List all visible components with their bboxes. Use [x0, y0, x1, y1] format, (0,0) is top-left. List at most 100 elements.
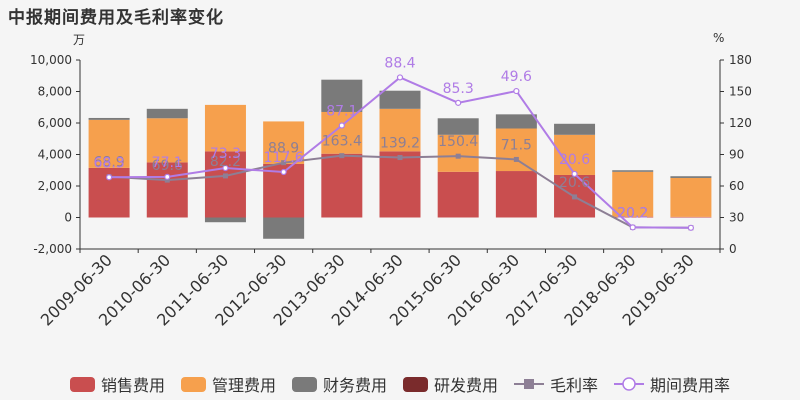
bar-finance	[612, 170, 654, 172]
marker-expense_ratio	[338, 122, 345, 129]
legend-swatch-finance	[291, 376, 317, 392]
left-axis-tick-label: 4,000	[38, 148, 72, 162]
point-label-expense_ratio: 77.1	[152, 155, 183, 171]
bar-sales	[612, 216, 654, 218]
legend-item-sales[interactable]: 销售费用	[69, 372, 165, 396]
left-axis-unit: 万	[73, 33, 86, 47]
point-label-gross_margin: 163.4	[322, 134, 362, 150]
bar-finance	[88, 117, 130, 120]
point-label-expense_ratio: 20.2	[617, 205, 648, 221]
bar-admin	[612, 171, 654, 217]
legend-item-admin[interactable]: 管理费用	[180, 372, 276, 396]
right-axis-tick-label: 90	[729, 148, 744, 162]
bar-admin	[263, 121, 305, 164]
bar-sales	[146, 162, 188, 218]
bar-admin	[146, 118, 188, 163]
marker-gross_margin	[281, 160, 287, 166]
marker-gross_margin	[339, 153, 345, 159]
bar-finance	[437, 118, 479, 135]
point-label-expense_ratio: 73.3	[210, 146, 241, 162]
legend-swatch-sales	[69, 376, 95, 392]
legend-swatch-rd	[403, 376, 428, 392]
left-axis-tick-label: 8,000	[38, 85, 72, 99]
left-axis-tick-label: 10,000	[30, 53, 72, 67]
left-axis-tick-label: 2,000	[38, 179, 72, 193]
bar-admin	[204, 104, 246, 152]
legend-item-expense-ratio[interactable]: 期间费用率	[614, 372, 730, 396]
marker-expense_ratio	[455, 99, 462, 106]
point-label-gross_margin: 88.9	[268, 141, 299, 157]
bar-finance	[204, 217, 246, 223]
bar-finance	[146, 108, 188, 119]
bar-admin	[495, 128, 537, 172]
legend-label-sales: 销售费用	[100, 376, 165, 395]
bar-finance	[321, 79, 363, 112]
marker-expense_ratio	[396, 74, 404, 81]
marker-expense_ratio	[571, 170, 578, 178]
bar-finance	[379, 90, 421, 109]
marker-expense_ratio	[280, 168, 287, 176]
legend-item-rd[interactable]: 研发费用	[403, 372, 498, 396]
point-label-expense_ratio: 117.6	[264, 150, 304, 166]
left-axis-tick-label: 0	[64, 211, 72, 225]
bar-finance	[554, 123, 596, 135]
marker-gross_margin	[164, 177, 170, 183]
right-axis-tick-label: 60	[729, 179, 744, 193]
point-label-gross_margin: 20.6	[559, 175, 590, 191]
bar-sales	[204, 151, 246, 218]
legend-item-finance[interactable]: 财务费用	[291, 372, 387, 396]
chart-title: 中报期间费用及毛利率变化	[8, 8, 224, 28]
right-axis-tick-label: 180	[729, 53, 752, 67]
point-label-expense_ratio: 85.3	[443, 81, 474, 97]
marker-gross_margin	[397, 155, 403, 161]
marker-expense_ratio	[105, 174, 113, 181]
bar-sales	[437, 171, 479, 218]
bar-admin	[321, 111, 363, 154]
marker-gross_margin	[572, 194, 578, 200]
legend-label-rd: 研发费用	[434, 376, 499, 395]
right-axis-tick-label: 0	[729, 242, 737, 256]
bar-admin	[88, 119, 130, 168]
legend-label-admin: 管理费用	[211, 376, 276, 395]
marker-expense_ratio	[222, 164, 229, 172]
marker-gross_margin	[513, 156, 519, 162]
marker-expense_ratio	[687, 224, 695, 231]
bar-sales	[670, 216, 712, 218]
point-label-gross_margin: 69.6	[152, 158, 183, 174]
bar-finance	[263, 217, 305, 239]
point-label-expense_ratio: 88.4	[384, 55, 415, 71]
point-label-expense_ratio: 87.1	[326, 104, 357, 120]
point-label-gross_margin: 82.2	[210, 154, 241, 170]
point-label-gross_margin: 71.5	[501, 137, 532, 153]
bar-finance	[670, 176, 712, 178]
bar-finance	[495, 114, 537, 129]
point-label-expense_ratio: 20.6	[559, 152, 590, 168]
point-label-gross_margin: 150.4	[438, 134, 478, 150]
point-label-gross_margin: 68.9	[94, 155, 125, 171]
legend: 销售费用 管理费用 财务费用 研发费用 毛利率 期间费用率	[0, 372, 800, 396]
left-axis-tick-label: -2,000	[33, 242, 72, 256]
legend-label-finance: 财务费用	[322, 376, 387, 395]
marker-expense_ratio	[164, 173, 171, 180]
bar-sales	[379, 151, 421, 218]
marker-gross_margin	[222, 173, 228, 179]
legend-label-gross-margin: 毛利率	[550, 376, 599, 395]
bar-sales	[321, 153, 363, 218]
legend-marker-gross-margin	[514, 379, 545, 389]
right-axis-tick-label: 30	[729, 211, 744, 225]
right-axis-tick-label: 150	[729, 85, 752, 99]
point-label-gross_margin: 20.2	[617, 205, 648, 221]
point-label-expense_ratio: 49.6	[501, 69, 532, 85]
marker-expense_ratio	[629, 224, 636, 231]
point-label-expense_ratio: 68.3	[94, 155, 125, 171]
marker-expense_ratio	[513, 87, 520, 95]
right-axis-tick-label: 120	[729, 116, 752, 130]
bar-sales	[495, 171, 537, 218]
marker-gross_margin	[455, 153, 461, 159]
legend-item-gross-margin[interactable]: 毛利率	[514, 372, 598, 396]
bar-admin	[379, 108, 421, 152]
point-label-gross_margin: 139.2	[380, 136, 420, 152]
legend-swatch-admin	[180, 376, 206, 392]
left-axis-tick-label: 6,000	[38, 116, 72, 130]
